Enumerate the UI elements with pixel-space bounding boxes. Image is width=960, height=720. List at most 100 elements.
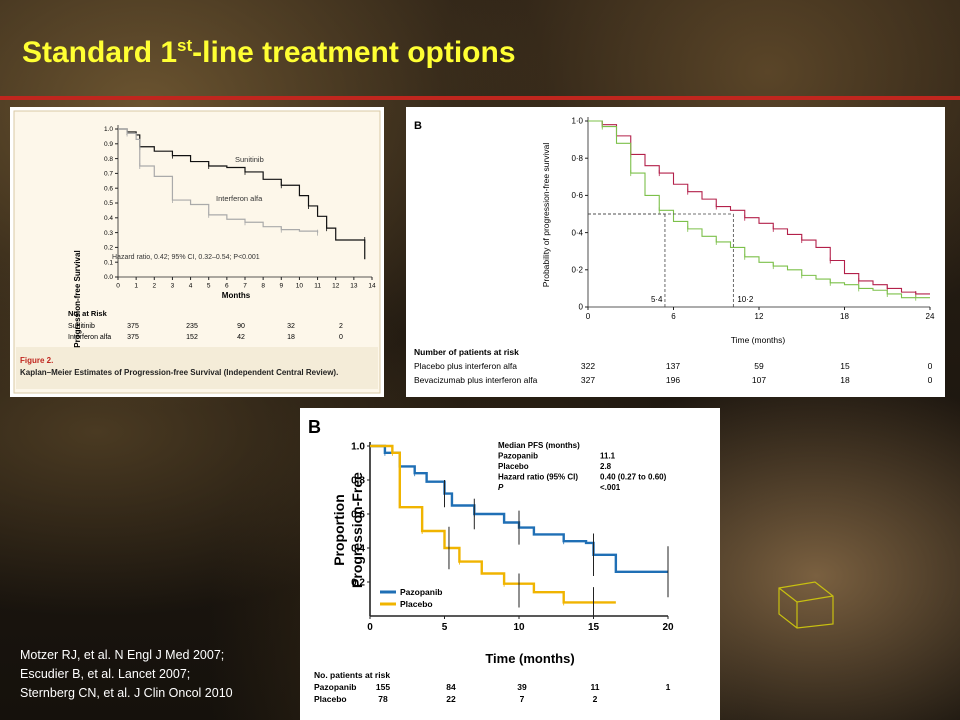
risk-value: 2	[593, 694, 598, 704]
x-tick-label: 0	[367, 622, 373, 633]
x-tick-label: 14	[368, 283, 376, 290]
risk-value: 39	[517, 682, 527, 692]
x-tick-label: 6	[671, 312, 676, 321]
stats-label: Hazard ratio (95% CI)	[498, 473, 578, 482]
risk-value: 235	[186, 323, 198, 330]
decorative-cube-icon	[778, 581, 834, 629]
stats-value: 11.1	[600, 452, 616, 461]
chart-sunitinib-panel: Progression-free Survival Months Hazard …	[10, 107, 384, 397]
risk-value: 196	[666, 375, 680, 385]
y-tick-label: 1·0	[571, 117, 583, 126]
risk-value: 0	[339, 334, 343, 341]
stats-label: Placebo	[498, 462, 529, 471]
y-tick-label: 0.4	[104, 215, 113, 222]
risk-value: 2	[339, 323, 343, 330]
risk-value: 375	[127, 334, 139, 341]
x-tick-label: 13	[350, 283, 358, 290]
stats-value: 0.40 (0.27 to 0.60)	[600, 473, 667, 482]
y-axis-label-line1: Proportion	[331, 494, 347, 566]
caption-text: Kaplan–Meier Estimates of Progression-fr…	[20, 368, 338, 377]
y-tick-label: 0.6	[104, 185, 113, 192]
risk-value: 322	[581, 361, 595, 371]
y-tick-label: 0·2	[571, 265, 583, 274]
risk-value: 18	[287, 334, 295, 341]
y-tick-label: 0.1	[104, 259, 113, 266]
hazard-annotation: Hazard ratio, 0.42; 95% CI, 0.32–0.54; P…	[112, 254, 260, 261]
x-tick-label: 0	[116, 283, 120, 290]
x-tick-label: 9	[279, 283, 283, 290]
y-tick-label: 0.7	[104, 171, 113, 178]
series-label-interferon: Interferon alfa	[216, 194, 263, 203]
reference-line: Escudier B, et al. Lancet 2007;	[20, 667, 191, 681]
risk-value: 327	[581, 375, 595, 385]
stats-value: <.001	[600, 483, 621, 492]
y-axis-label: Probability of progression-free survival	[541, 143, 551, 288]
risk-value: 78	[378, 694, 388, 704]
legend-label: Pazopanib	[400, 587, 443, 597]
risk-value: 155	[376, 682, 390, 692]
y-tick-label: 0.9	[104, 141, 113, 148]
caption-line: Kaplan–Meier Estimates of Progression-fr…	[20, 368, 338, 377]
y-axis-label-line2: Progression-Free	[349, 472, 365, 588]
risk-value: 1	[666, 682, 671, 692]
stats-label: P	[498, 483, 504, 492]
risk-value: 107	[752, 375, 766, 385]
y-tick-label: 0.2	[351, 577, 365, 588]
risk-value: 15	[840, 361, 850, 371]
risk-value: 59	[754, 361, 764, 371]
x-tick-label: 2	[152, 283, 156, 290]
reference-line: Sternberg CN, et al. J Clin Oncol 2010	[20, 686, 233, 700]
y-tick-label: 0.4	[351, 543, 365, 554]
x-tick-label: 5	[207, 283, 211, 290]
series-line-0	[370, 444, 668, 573]
x-tick-label: 18	[840, 312, 849, 321]
title-main: Standard 1	[22, 36, 178, 69]
x-tick-label: 15	[588, 622, 600, 633]
caption-label: Figure 2.	[20, 356, 53, 365]
stats-label: Pazopanib	[498, 452, 538, 461]
panel-label: B	[308, 417, 321, 437]
x-axis-label: Months	[222, 291, 251, 300]
x-tick-label: 5	[442, 622, 448, 633]
y-tick-label: 0.8	[104, 156, 113, 163]
x-tick-label: 4	[189, 283, 193, 290]
y-tick-label: 1.0	[351, 441, 365, 452]
risk-row-label: Placebo	[314, 694, 347, 704]
x-axis-label: Time (months)	[485, 651, 574, 666]
x-tick-label: 0	[586, 312, 591, 321]
risk-value: 32	[287, 323, 295, 330]
risk-row-label: Interferon alfa	[68, 334, 111, 341]
chart-pazopanib-panel: B Proportion Progression-Free Time (mont…	[300, 408, 720, 720]
series-line-1	[370, 444, 616, 604]
risk-row-label: Bevacizumab plus interferon alfa	[414, 375, 538, 385]
x-tick-label: 20	[662, 622, 674, 633]
y-tick-label: 0.5	[104, 200, 113, 207]
risk-value: 152	[186, 334, 198, 341]
risk-value: 7	[520, 694, 525, 704]
risk-table-title: No. at Risk	[68, 309, 108, 318]
series-line-1	[588, 120, 930, 299]
panel-label: B	[414, 120, 422, 132]
chart-pazopanib: B Proportion Progression-Free Time (mont…	[308, 417, 674, 704]
y-tick-label: 0	[579, 303, 584, 312]
slide-title: Standard 1st-line treatment options	[22, 36, 516, 70]
risk-value: 18	[840, 375, 850, 385]
risk-row-label: Placebo plus interferon alfa	[414, 361, 517, 371]
caption-box	[16, 347, 378, 389]
title-divider	[0, 96, 960, 100]
risk-value: 22	[446, 694, 456, 704]
title-superscript: st	[177, 36, 193, 55]
x-tick-label: 24	[926, 312, 935, 321]
x-tick-label: 7	[243, 283, 247, 290]
reference-line: Motzer RJ, et al. N Engl J Med 2007;	[20, 648, 225, 662]
x-tick-label: 6	[225, 283, 229, 290]
y-tick-label: 0.0	[104, 274, 113, 281]
risk-value: 375	[127, 323, 139, 330]
series-line-0	[588, 120, 930, 295]
legend-label: Placebo	[400, 599, 433, 609]
series-label-sunitinib: Sunitinib	[235, 155, 264, 164]
y-tick-label: 0.6	[351, 509, 365, 520]
risk-value: 42	[237, 334, 245, 341]
x-tick-label: 8	[261, 283, 265, 290]
title-rest: -line treatment options	[192, 36, 516, 69]
